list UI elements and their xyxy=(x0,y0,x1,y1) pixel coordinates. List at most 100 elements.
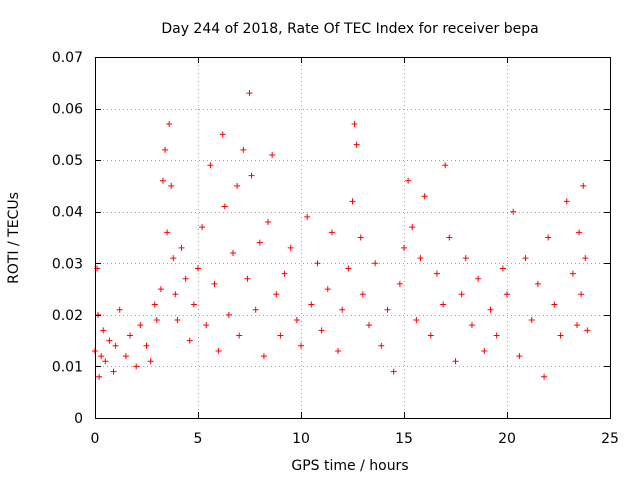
data-point xyxy=(199,224,206,231)
data-point xyxy=(541,373,548,380)
data-point xyxy=(487,306,494,313)
data-point xyxy=(98,353,105,360)
y-tick-label: 0.01 xyxy=(52,359,83,375)
x-tick-label: 20 xyxy=(498,431,516,447)
data-point xyxy=(147,358,154,365)
data-points xyxy=(92,90,591,380)
data-point xyxy=(122,353,129,360)
data-point xyxy=(137,322,144,329)
data-point xyxy=(353,141,360,148)
data-point xyxy=(195,265,201,272)
data-point xyxy=(421,193,428,200)
data-point xyxy=(349,198,356,205)
chart-title: Day 244 of 2018, Rate Of TEC Index for r… xyxy=(161,21,538,37)
data-point xyxy=(475,275,482,282)
data-point xyxy=(127,332,134,339)
data-point xyxy=(576,229,583,236)
data-point xyxy=(427,332,434,339)
data-point xyxy=(468,322,475,329)
data-point xyxy=(298,342,304,349)
data-point xyxy=(545,234,552,241)
x-axis-label: GPS time / hours xyxy=(291,458,408,474)
data-point xyxy=(308,301,315,308)
data-point xyxy=(409,224,416,231)
data-point xyxy=(580,182,587,189)
data-point xyxy=(516,353,523,360)
data-point xyxy=(133,363,140,370)
data-point xyxy=(260,353,267,360)
data-point xyxy=(384,306,391,313)
plot-frame xyxy=(95,57,611,419)
data-point xyxy=(481,347,488,354)
data-point xyxy=(153,317,160,324)
data-point xyxy=(339,306,346,313)
data-point xyxy=(504,291,510,298)
data-point xyxy=(293,317,300,324)
data-point xyxy=(584,327,591,334)
data-point xyxy=(578,291,585,298)
data-point xyxy=(168,182,175,189)
data-point xyxy=(143,342,150,349)
data-point xyxy=(164,229,171,236)
data-point xyxy=(378,342,385,349)
data-point xyxy=(240,146,247,153)
y-tick-label: 0 xyxy=(74,411,83,427)
x-tick-label: 25 xyxy=(601,431,619,447)
data-point xyxy=(265,219,272,226)
data-point xyxy=(112,342,119,349)
data-point xyxy=(159,177,166,184)
data-point xyxy=(252,306,259,313)
data-point xyxy=(219,131,226,138)
data-point xyxy=(569,270,576,277)
data-point xyxy=(236,332,243,339)
data-point xyxy=(324,286,331,293)
data-point xyxy=(328,229,335,236)
data-point xyxy=(557,332,564,339)
x-tick-label: 5 xyxy=(194,431,203,447)
data-point xyxy=(304,213,311,220)
data-point xyxy=(94,265,101,272)
data-point xyxy=(452,358,459,365)
y-axis-label: ROTI / TECUs xyxy=(6,192,22,284)
data-point xyxy=(433,270,440,277)
data-point xyxy=(182,275,189,282)
data-point xyxy=(230,249,237,256)
data-point xyxy=(106,337,113,344)
y-tick-label: 0.06 xyxy=(52,102,83,118)
data-point xyxy=(446,234,453,241)
data-point xyxy=(345,265,352,272)
data-point xyxy=(417,255,424,262)
data-point xyxy=(211,280,218,287)
x-tick-label: 10 xyxy=(292,431,310,447)
data-point xyxy=(390,368,397,375)
data-point xyxy=(528,317,535,324)
data-point xyxy=(314,260,321,267)
y-tick-label: 0.02 xyxy=(52,308,83,324)
data-point xyxy=(172,291,179,298)
data-point xyxy=(359,291,366,298)
data-point xyxy=(234,182,241,189)
data-point xyxy=(244,275,251,282)
data-point xyxy=(178,244,185,251)
data-point xyxy=(287,244,294,251)
data-point xyxy=(110,368,117,375)
data-point xyxy=(269,151,276,158)
data-point xyxy=(401,244,407,251)
data-point xyxy=(574,322,581,329)
x-tick-label: 0 xyxy=(91,431,100,447)
data-point xyxy=(281,270,288,277)
data-point xyxy=(157,286,164,293)
data-point xyxy=(442,162,449,169)
data-point xyxy=(151,301,158,308)
data-point xyxy=(351,121,358,128)
data-point xyxy=(493,332,500,339)
data-point xyxy=(174,317,181,324)
data-point xyxy=(534,280,541,287)
data-point xyxy=(100,327,107,334)
data-point xyxy=(458,291,465,298)
data-point xyxy=(221,203,228,210)
data-point xyxy=(273,291,280,298)
data-point xyxy=(396,280,403,287)
data-point xyxy=(225,311,232,318)
